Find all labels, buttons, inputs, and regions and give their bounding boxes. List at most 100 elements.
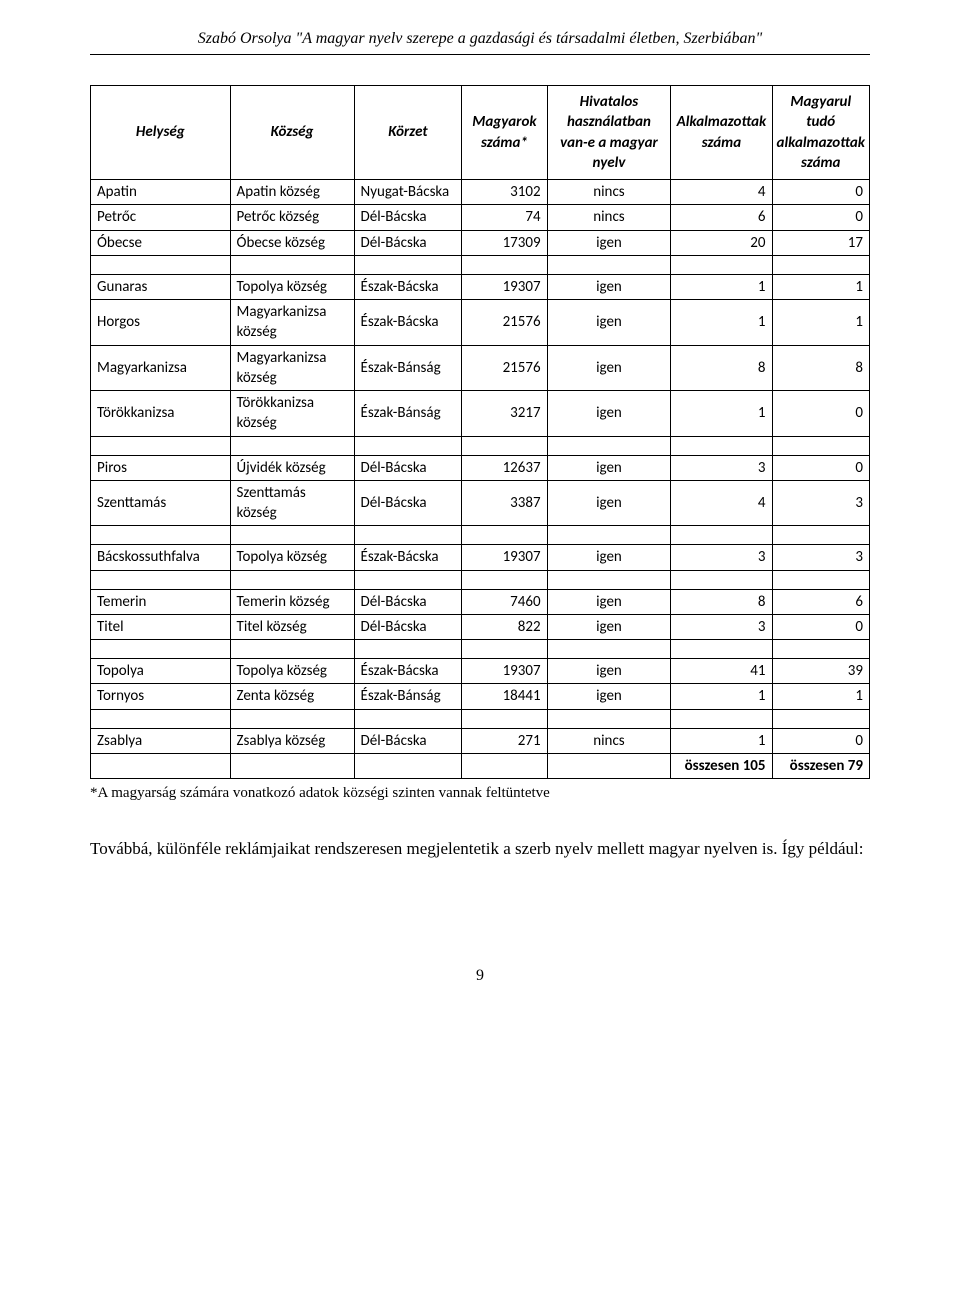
- table-cell: Titel község: [230, 614, 354, 639]
- body-paragraph: Továbbá, különféle reklámjaikat rendszer…: [90, 830, 870, 867]
- table-cell: Apatin község: [230, 180, 354, 205]
- totals-mtudo: összesen 79: [772, 753, 869, 778]
- table-cell: 4: [671, 480, 772, 526]
- table-cell: Dél-Bácska: [354, 589, 462, 614]
- spacer-cell: [91, 570, 231, 589]
- spacer-cell: [354, 709, 462, 728]
- table-cell: 41: [671, 659, 772, 684]
- table-cell: Magyarkanizsa: [91, 345, 231, 391]
- spacer-cell: [547, 640, 671, 659]
- table-row: TornyosZenta községÉszak-Bánság18441igen…: [91, 684, 870, 709]
- table-cell: Dél-Bácska: [354, 480, 462, 526]
- table-cell: 0: [772, 728, 869, 753]
- spacer-row: [91, 436, 870, 455]
- totals-alk: összesen 105: [671, 753, 772, 778]
- table-cell: Temerin: [91, 589, 231, 614]
- table-cell: Észak-Bácska: [354, 545, 462, 570]
- table-cell: 18441: [462, 684, 547, 709]
- table-cell: Szenttamás: [91, 480, 231, 526]
- table-cell: 1: [671, 684, 772, 709]
- spacer-cell: [547, 709, 671, 728]
- table-row: MagyarkanizsaMagyarkanizsa községÉszak-B…: [91, 345, 870, 391]
- spacer-cell: [354, 640, 462, 659]
- table-row: TitelTitel községDél-Bácska822igen30: [91, 614, 870, 639]
- table-cell: 3: [772, 545, 869, 570]
- table-cell: 21576: [462, 345, 547, 391]
- spacer-cell: [230, 526, 354, 545]
- spacer-cell: [772, 255, 869, 274]
- table-cell: Tornyos: [91, 684, 231, 709]
- spacer-cell: [91, 640, 231, 659]
- table-cell: 12637: [462, 455, 547, 480]
- table-cell: nincs: [547, 728, 671, 753]
- table-cell: 20: [671, 230, 772, 255]
- table-cell: Titel: [91, 614, 231, 639]
- spacer-cell: [354, 255, 462, 274]
- table-cell: Dél-Bácska: [354, 728, 462, 753]
- table-cell: Topolya község: [230, 545, 354, 570]
- data-table: Helység Község Körzet Magyarok száma* Hi…: [90, 85, 870, 779]
- spacer-row: [91, 640, 870, 659]
- table-cell: 1: [772, 300, 869, 346]
- table-cell: Újvidék község: [230, 455, 354, 480]
- spacer-cell: [671, 526, 772, 545]
- spacer-cell: [772, 640, 869, 659]
- table-cell: Nyugat-Bácska: [354, 180, 462, 205]
- table-cell: 1: [671, 728, 772, 753]
- spacer-cell: [230, 709, 354, 728]
- col-header-kozseg: Község: [230, 86, 354, 180]
- table-row: SzenttamásSzenttamás községDél-Bácska338…: [91, 480, 870, 526]
- table-cell: Dél-Bácska: [354, 205, 462, 230]
- spacer-cell: [547, 570, 671, 589]
- page-number: 9: [90, 967, 870, 985]
- spacer-cell: [91, 255, 231, 274]
- spacer-cell: [91, 526, 231, 545]
- table-cell: Óbecse: [91, 230, 231, 255]
- table-cell: Horgos: [91, 300, 231, 346]
- col-header-helyseg: Helység: [91, 86, 231, 180]
- page: Szabó Orsolya "A magyar nyelv szerepe a …: [0, 0, 960, 1025]
- table-cell: igen: [547, 589, 671, 614]
- table-row: ZsablyaZsablya községDél-Bácska271nincs1…: [91, 728, 870, 753]
- table-cell: 3102: [462, 180, 547, 205]
- table-cell: Magyarkanizsa község: [230, 345, 354, 391]
- spacer-cell: [671, 255, 772, 274]
- table-footnote: *A magyarság számára vonatkozó adatok kö…: [90, 785, 870, 802]
- table-cell: igen: [547, 300, 671, 346]
- note-asterisk: *: [90, 785, 98, 801]
- table-cell: 3217: [462, 391, 547, 437]
- table-cell: Petrőc község: [230, 205, 354, 230]
- table-cell: igen: [547, 659, 671, 684]
- table-cell: Apatin: [91, 180, 231, 205]
- table-cell: 0: [772, 391, 869, 437]
- table-cell: 0: [772, 614, 869, 639]
- table-cell: 19307: [462, 274, 547, 299]
- spacer-cell: [462, 640, 547, 659]
- table-cell: Észak-Bánság: [354, 345, 462, 391]
- totals-row: összesen 105összesen 79: [91, 753, 870, 778]
- table-cell: Dél-Bácska: [354, 230, 462, 255]
- table-cell: Dél-Bácska: [354, 614, 462, 639]
- table-cell: 1: [671, 391, 772, 437]
- table-cell: igen: [547, 684, 671, 709]
- note-text: A magyarság számára vonatkozó adatok köz…: [98, 785, 550, 801]
- table-cell: [354, 753, 462, 778]
- col-header-alkalmazottak: Alkalmazottak száma: [671, 86, 772, 180]
- spacer-cell: [462, 526, 547, 545]
- table-cell: [91, 753, 231, 778]
- table-cell: 1: [772, 684, 869, 709]
- table-cell: 21576: [462, 300, 547, 346]
- spacer-cell: [547, 436, 671, 455]
- table-cell: nincs: [547, 205, 671, 230]
- spacer-row: [91, 709, 870, 728]
- table-cell: Piros: [91, 455, 231, 480]
- spacer-cell: [772, 526, 869, 545]
- col-header-magyarok: Magyarok száma*: [462, 86, 547, 180]
- spacer-cell: [772, 709, 869, 728]
- table-cell: Bácskossuthfalva: [91, 545, 231, 570]
- table-cell: Dél-Bácska: [354, 455, 462, 480]
- table-cell: 3: [671, 455, 772, 480]
- table-row: GunarasTopolya községÉszak-Bácska19307ig…: [91, 274, 870, 299]
- table-cell: Magyarkanizsa község: [230, 300, 354, 346]
- spacer-cell: [547, 526, 671, 545]
